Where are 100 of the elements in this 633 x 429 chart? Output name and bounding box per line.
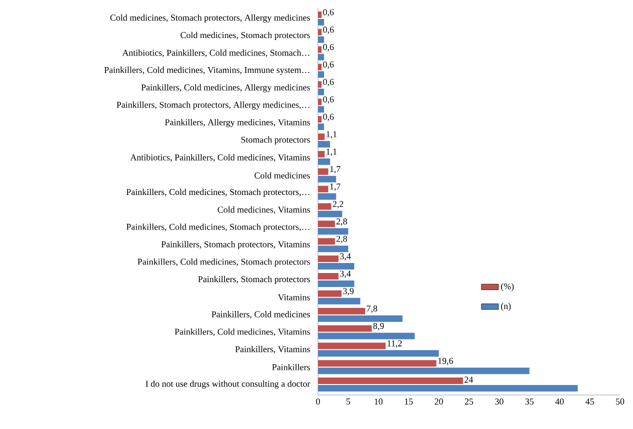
data-label: 2,8	[336, 236, 347, 244]
y-tick-label: Painkillers, Cold medicines	[212, 311, 310, 319]
data-label: 3,4	[340, 270, 351, 278]
bar	[318, 150, 325, 158]
data-label: 2,2	[332, 200, 344, 208]
y-tick-label: Painkillers, Cold medicines, Stomach protectors	[138, 258, 310, 267]
bar	[318, 360, 436, 367]
y-tick-label: Painkillers	[272, 364, 310, 370]
bar	[318, 378, 463, 384]
bar	[318, 350, 439, 357]
x-tick-label: 50	[616, 398, 624, 405]
bar	[318, 308, 366, 314]
bar	[318, 168, 328, 175]
data-label: 0,6	[323, 44, 334, 52]
bar	[318, 124, 324, 130]
y-tick-label: Vitamins	[278, 294, 310, 300]
bar	[318, 11, 322, 18]
bar	[318, 220, 335, 228]
x-tick-label: 45	[585, 398, 594, 405]
bar	[318, 203, 332, 210]
data-label: 1,1	[326, 148, 337, 156]
x-tick-label: 0	[316, 398, 320, 405]
bar	[318, 186, 328, 192]
data-label: 0,6	[323, 78, 334, 86]
bar	[318, 263, 354, 270]
bar	[318, 238, 335, 245]
x-tick-label: 35	[525, 398, 534, 405]
bar	[318, 280, 354, 287]
bar	[318, 54, 324, 60]
bar	[318, 228, 348, 235]
bar	[318, 298, 360, 304]
y-tick-label: I do not use drugs without consulting a doctor	[146, 380, 310, 389]
data-label: 1,1	[326, 131, 337, 139]
data-label: 2,8	[336, 218, 347, 226]
bar	[318, 98, 322, 106]
x-tick-label: 5	[346, 398, 350, 404]
bar	[318, 290, 342, 297]
data-label: 11,2	[388, 340, 402, 348]
x-tick-label: 30	[495, 398, 504, 405]
y-tick-label: Painkillers, Stomach protectors, Vitamins	[161, 241, 310, 250]
legend-label: (n)	[501, 302, 511, 311]
bar	[318, 176, 336, 182]
data-label: 3,9	[343, 288, 354, 296]
y-tick-label: Painkillers, Cold medicines, Stomach protectors,…	[126, 188, 310, 197]
y-tick-label: Stomach protectors	[241, 136, 310, 145]
y-tick-label: Antibiotics, Painkillers, Cold medicines, Stomach…	[122, 50, 310, 58]
data-label: 0,6	[323, 26, 334, 34]
bar	[318, 133, 325, 140]
bar	[318, 18, 324, 26]
data-label: 3,4	[340, 253, 351, 261]
bar	[318, 106, 324, 113]
bar	[318, 342, 386, 350]
bar	[318, 64, 322, 70]
bar	[318, 158, 330, 165]
bar	[318, 210, 342, 218]
bar	[318, 46, 322, 53]
bar	[318, 325, 372, 332]
y-tick-label: Painkillers, Stomach protectors	[198, 276, 310, 284]
bar	[318, 36, 324, 43]
bar	[318, 28, 322, 36]
data-label: 19,6	[438, 358, 454, 366]
y-tick-label: Cold medicines, Stomach protectors, Allergy medicines	[110, 14, 310, 23]
y-tick-label: Painkillers, Allergy medicines, Vitamins	[165, 118, 310, 128]
y-tick-label: Cold medicines, Vitamins	[218, 206, 310, 214]
y-tick-label: Antibiotics, Painkillers, Cold medicines, Vitamins	[130, 154, 310, 162]
y-tick-label: Painkillers, Stomach protectors, Allergy medicines,…	[116, 102, 310, 110]
bar	[318, 71, 324, 78]
bar	[318, 368, 530, 374]
bar	[318, 272, 339, 280]
legend-label: (%)	[501, 283, 514, 292]
data-label: 8,9	[373, 322, 384, 330]
bar	[318, 116, 322, 123]
y-tick-label: Painkillers, Cold medicines, Allergy medicines	[141, 84, 310, 92]
y-tick-label: Painkillers, Cold medicines, Stomach protectors,…	[126, 224, 310, 232]
x-tick-label: 20	[434, 398, 443, 405]
data-label: 1,7	[330, 184, 340, 191]
x-tick-label: 15	[404, 398, 413, 405]
bar	[318, 81, 322, 88]
y-tick-label: Cold medicines, Stomach protectors	[180, 32, 310, 40]
x-tick-label: 10	[374, 398, 383, 405]
bar	[318, 332, 415, 340]
y-tick-label: Painkillers, Vitamins	[235, 346, 310, 354]
bar	[318, 246, 348, 252]
data-label: 7,8	[366, 306, 378, 313]
x-tick-label: 40	[555, 398, 564, 405]
bar	[318, 193, 336, 200]
bar	[318, 140, 330, 148]
x-tick-label: 25	[464, 398, 474, 405]
bar	[318, 385, 578, 392]
data-label: 0,6	[323, 9, 334, 17]
data-label: 24	[464, 376, 473, 383]
data-label: 0,6	[323, 114, 334, 122]
bar	[318, 256, 339, 262]
data-label: 0,6	[323, 61, 334, 69]
data-label: 1,7	[330, 166, 340, 174]
y-tick-label: Cold medicines	[254, 172, 310, 179]
y-tick-label: Painkillers, Cold medicines, Vitamins, Immune system…	[104, 66, 310, 75]
y-tick-label: Painkillers, Cold medicines, Vitamins	[174, 328, 310, 336]
bar	[318, 315, 403, 322]
bar	[318, 88, 324, 96]
